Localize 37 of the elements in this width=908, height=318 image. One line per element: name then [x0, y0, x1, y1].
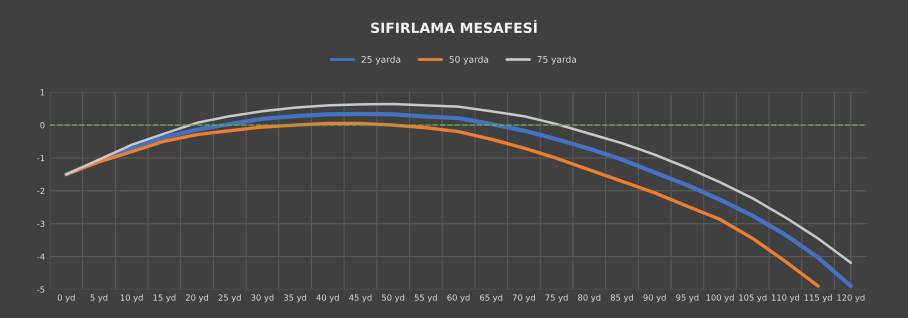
x-tick-label: 0 yd	[58, 294, 75, 302]
x-tick-label: 80 yd	[578, 294, 600, 302]
x-tick-label: 65 yd	[480, 294, 502, 302]
x-tick-label: 25 yd	[218, 294, 241, 302]
y-tick-label: -2	[37, 188, 44, 194]
x-tick-label: 110 yd	[772, 294, 800, 302]
y-tick-label: -5	[37, 286, 44, 293]
chart-title: SIFIRLAMA MESAFESİ	[371, 20, 537, 34]
y-tick-label: 1	[40, 89, 44, 96]
y-tick-label: -1	[37, 155, 44, 162]
x-tick-label: 15 yd	[154, 294, 176, 302]
y-tick-label: -3	[37, 220, 44, 227]
y-tick-label: 0	[40, 122, 45, 128]
legend-label: 75 yarda	[538, 56, 576, 65]
x-tick-label: 120 yd	[837, 294, 864, 302]
x-tick-label: 60 yd	[447, 294, 470, 302]
x-tick-label: 115 yd	[804, 294, 832, 302]
x-tick-label: 10 yd	[120, 294, 143, 302]
line-series	[65, 102, 852, 264]
legend-label: 50 yarda	[450, 56, 488, 65]
x-tick-label: 20 yd	[186, 294, 208, 302]
x-tick-label: 85 yd	[610, 294, 633, 302]
x-tick-label: 70 yd	[512, 294, 535, 302]
x-tick-label: 75 yd	[546, 294, 568, 302]
legend-label: 25 yarda	[362, 56, 400, 65]
x-tick-label: 5 yd	[90, 294, 108, 302]
x-tick-label: 95 yd	[676, 294, 698, 302]
x-tick-label: 105 yd	[739, 294, 766, 302]
x-tick-label: 55 yd	[414, 294, 437, 302]
x-tick-label: 40 yd	[316, 294, 339, 302]
x-tick-label: 30 yd	[251, 294, 274, 302]
x-tick-label: 35 yd	[284, 294, 306, 302]
x-tick-label: 100 yd	[706, 294, 734, 302]
x-tick-label: 90 yd	[643, 294, 666, 302]
y-tick-label: -4	[37, 254, 45, 260]
x-tick-label: 45 yd	[349, 294, 372, 302]
x-tick-label: 50 yd	[382, 294, 404, 302]
